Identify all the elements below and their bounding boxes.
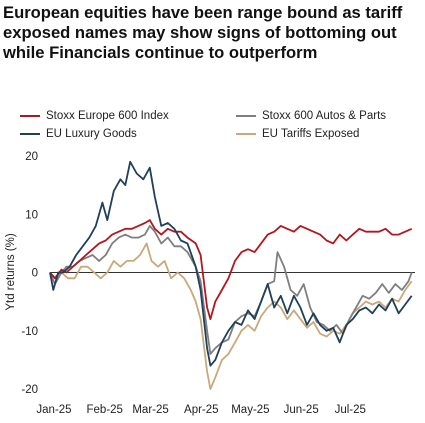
y-tick-label: 20 [25,151,38,163]
legend-label-stoxx-600: Stoxx Europe 600 Index [46,110,169,122]
legend-item-autos-parts: Stoxx 600 Autos & Parts [236,108,386,124]
y-tick-label: -20 [21,384,38,396]
x-tick-label: Jul-25 [335,404,366,416]
x-tick-label: Apr-25 [184,404,219,416]
x-tick-label: Jan-25 [36,404,71,416]
y-axis-ticks: -20 -10 0 10 20 [21,151,38,396]
x-axis-ticks: Jan-25 Feb-25 Mar-25 Apr-25 May-25 Jun-25 Jul-… [36,404,366,416]
chart-title: European equities have been range bound … [3,3,403,62]
y-tick-label: 0 [32,268,38,280]
legend-label-autos-parts: Stoxx 600 Autos & Parts [262,110,387,122]
series-line-autos-parts [49,224,413,355]
series-line-stoxx-600 [49,219,413,321]
x-tick-label: Mar-25 [132,404,168,416]
x-tick-label: Feb-25 [87,404,123,416]
y-tick-label: 10 [25,209,38,221]
x-tick-label: Jun-25 [284,404,319,416]
legend-swatch-luxury-goods [20,133,40,135]
y-tick-label: -10 [21,326,38,338]
legend-swatch-stoxx-600 [20,115,40,117]
legend-label-tariffs-exposed: EU Tariffs Exposed [262,128,360,140]
legend-swatch-tariffs-exposed [236,133,256,135]
legend-item-tariffs-exposed: EU Tariffs Exposed [236,126,359,142]
legend-item-stoxx-600: Stoxx Europe 600 Index [20,108,169,124]
x-tick-label: May-25 [231,404,269,416]
y-axis-title: Ytd returns (%) [5,233,17,310]
series-line-luxury-goods [49,160,413,367]
legend: Stoxx Europe 600 Index Stoxx 600 Autos &… [20,108,420,144]
legend-label-luxury-goods: EU Luxury Goods [46,128,137,140]
series-line-tariffs-exposed [49,242,413,390]
legend-item-luxury-goods: EU Luxury Goods [20,126,137,142]
legend-swatch-autos-parts [236,115,256,117]
series-lines [49,160,413,390]
